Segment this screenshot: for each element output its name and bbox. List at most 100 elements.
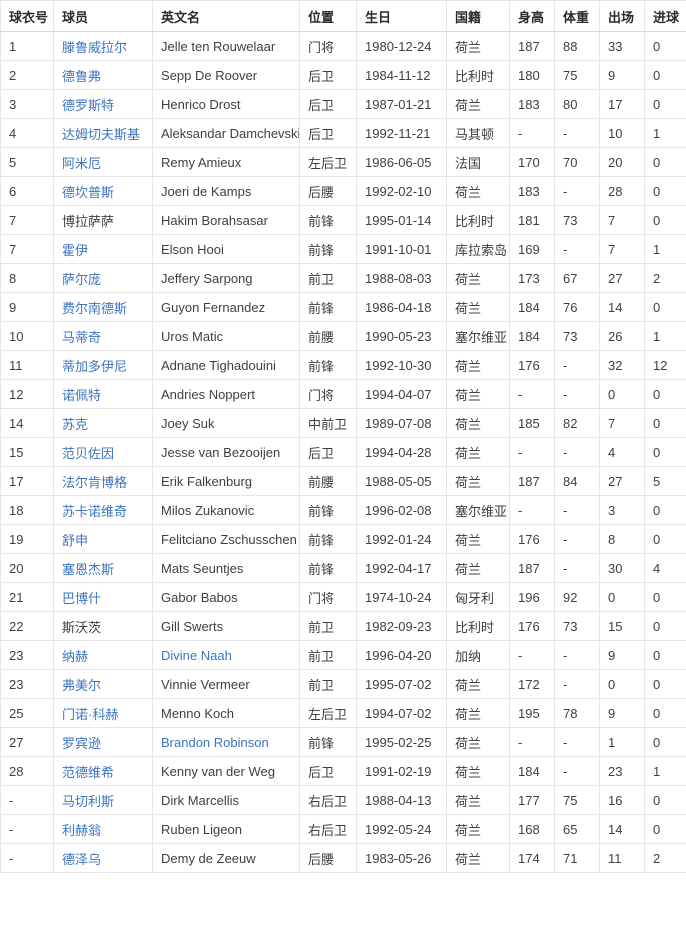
height-cell: 195	[509, 698, 555, 728]
player-en-name-cell: Vinnie Vermeer	[152, 669, 300, 699]
position-cell: 后卫	[299, 756, 357, 786]
apps-cell: 0	[599, 582, 645, 612]
apps-cell: 17	[599, 89, 645, 119]
apps-cell: 0	[599, 379, 645, 409]
birthday-cell: 1994-07-02	[356, 698, 447, 728]
player-name-cell: 弗美尔	[53, 669, 153, 699]
player-name-link[interactable]: 利赫翁	[62, 822, 102, 838]
player-en-name-text: Jeffery Sarpong	[161, 270, 253, 286]
player-en-name-cell: Erik Falkenburg	[152, 466, 300, 496]
height-cell: 170	[509, 147, 555, 177]
goals-cell: 0	[644, 582, 686, 612]
nationality-cell: 荷兰	[446, 292, 510, 322]
birthday-cell: 1982-09-23	[356, 611, 447, 641]
player-name-link[interactable]: 德坎普斯	[62, 184, 115, 200]
column-header: 英文名	[152, 0, 300, 32]
number-cell: 11	[0, 350, 54, 380]
height-cell: 172	[509, 669, 555, 699]
number-cell: 6	[0, 176, 54, 206]
birthday-cell: 1986-06-05	[356, 147, 447, 177]
weight-cell: 65	[554, 814, 600, 844]
player-name-cell: 滕鲁威拉尔	[53, 31, 153, 61]
player-name-link[interactable]: 巴博什	[62, 590, 102, 606]
goals-cell: 5	[644, 466, 686, 496]
player-name-cell: 德坎普斯	[53, 176, 153, 206]
player-en-name-cell: Guyon Fernandez	[152, 292, 300, 322]
table-row: 28 范德维希 Kenny van der Weg 后卫 1991-02-19 荷兰 184…	[0, 756, 686, 786]
goals-cell: 4	[644, 553, 686, 583]
nationality-cell: 库拉索岛	[446, 234, 510, 264]
player-name-link[interactable]: 蒂加多伊尼	[62, 358, 128, 374]
player-en-name-cell: Mats Seuntjes	[152, 553, 300, 583]
table-row: 20 塞恩杰斯 Mats Seuntjes 前锋 1992-04-17 荷兰 187-30 4	[0, 553, 686, 583]
apps-cell: 4	[599, 437, 645, 467]
player-name-link[interactable]: 弗美尔	[62, 677, 102, 693]
player-name-link[interactable]: 纳赫	[62, 648, 89, 664]
player-name-link[interactable]: 塞恩杰斯	[62, 561, 115, 577]
player-name-cell: 萨尔庞	[53, 263, 153, 293]
table-row: 6 德坎普斯 Joeri de Kamps 后腰 1992-02-10 荷兰 183-28 0	[0, 176, 686, 206]
apps-cell: 9	[599, 60, 645, 90]
table-row: 23 纳赫 Divine Naah 前卫 1996-04-20 加纳 - -9 0	[0, 640, 686, 670]
nationality-cell: 荷兰	[446, 698, 510, 728]
player-name-link[interactable]: 法尔肯博格	[62, 474, 128, 490]
apps-cell: 27	[599, 466, 645, 496]
player-name-link[interactable]: 费尔南德斯	[62, 300, 128, 316]
position-cell: 前锋	[299, 234, 357, 264]
height-cell: 187	[509, 466, 555, 496]
player-name-link[interactable]: 范贝佐因	[62, 445, 115, 461]
player-en-name-text: Erik Falkenburg	[161, 473, 253, 489]
player-en-name-cell: Andries Noppert	[152, 379, 300, 409]
birthday-cell: 1992-01-24	[356, 524, 447, 554]
player-name-link[interactable]: 萨尔庞	[62, 271, 102, 287]
player-name-link[interactable]: 达姆切夫斯基	[62, 126, 141, 142]
height-cell: 173	[509, 263, 555, 293]
player-name-link[interactable]: 苏克	[62, 416, 89, 432]
player-en-name-text: Vinnie Vermeer	[161, 676, 250, 692]
player-name-link[interactable]: 马切利斯	[62, 793, 115, 809]
number-cell: 15	[0, 437, 54, 467]
position-cell: 前卫	[299, 669, 357, 699]
weight-cell: -	[554, 669, 600, 699]
player-en-name-cell: Joeri de Kamps	[152, 176, 300, 206]
goals-cell: 0	[644, 669, 686, 699]
table-row: 19 舒申 Felitciano Zschusschen 前锋 1992-01-24 荷兰…	[0, 524, 686, 554]
player-name-link[interactable]: 德罗斯特	[62, 97, 115, 113]
player-name-link[interactable]: 诺佩特	[62, 387, 102, 403]
height-cell: -	[509, 727, 555, 757]
player-name-link[interactable]: 舒申	[62, 532, 89, 548]
player-en-name-cell: Brandon Robinson	[152, 727, 300, 757]
player-en-name-link[interactable]: Brandon Robinson	[161, 734, 269, 750]
weight-cell: 73	[554, 611, 600, 641]
player-name-link[interactable]: 罗宾逊	[62, 735, 102, 751]
player-name-link[interactable]: 马蒂奇	[62, 329, 102, 345]
weight-cell: 88	[554, 31, 600, 61]
nationality-cell: 荷兰	[446, 756, 510, 786]
number-cell: -	[0, 843, 54, 873]
nationality-cell: 法国	[446, 147, 510, 177]
height-cell: 187	[509, 31, 555, 61]
position-cell: 门将	[299, 379, 357, 409]
goals-cell: 0	[644, 379, 686, 409]
player-name-link[interactable]: 德鲁弗	[62, 68, 102, 84]
player-name-link[interactable]: 苏卡诺维奇	[62, 503, 128, 519]
player-en-name-text: Milos Zukanovic	[161, 502, 255, 518]
birthday-cell: 1986-04-18	[356, 292, 447, 322]
player-name-link[interactable]: 滕鲁威拉尔	[62, 39, 128, 55]
weight-cell: -	[554, 495, 600, 525]
player-name-link[interactable]: 德泽乌	[62, 851, 102, 867]
player-name-link[interactable]: 霍伊	[62, 242, 89, 258]
birthday-cell: 1989-07-08	[356, 408, 447, 438]
player-name-cell: 舒申	[53, 524, 153, 554]
number-cell: 10	[0, 321, 54, 351]
player-name-link[interactable]: 门诺·科赫	[62, 706, 119, 722]
player-roster-table: 球衣号 球员 英文名 位置 生日 国籍 身高 体重 出场 进球 1 滕鲁威拉尔 Jelle ten R…	[0, 0, 686, 873]
player-name-link[interactable]: 阿米厄	[62, 155, 102, 171]
height-cell: 185	[509, 408, 555, 438]
player-en-name-cell: Aleksandar Damchevski	[152, 118, 300, 148]
player-name-link[interactable]: 范德维希	[62, 764, 115, 780]
player-name-cell: 马切利斯	[53, 785, 153, 815]
player-en-name-link[interactable]: Divine Naah	[161, 647, 232, 663]
player-en-name-cell: Henrico Drost	[152, 89, 300, 119]
height-cell: -	[509, 640, 555, 670]
